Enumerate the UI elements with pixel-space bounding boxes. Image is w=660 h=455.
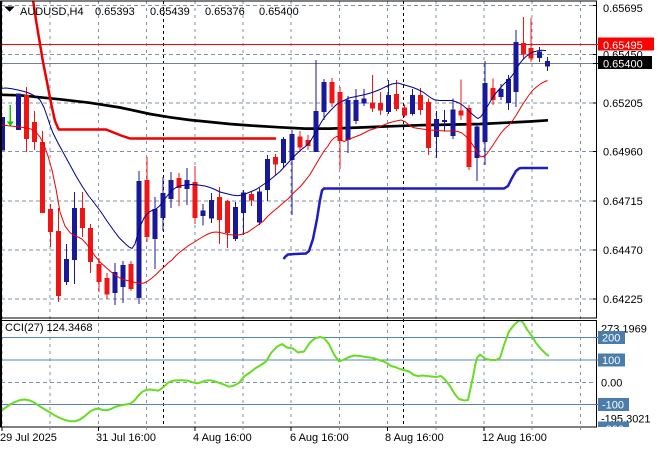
svg-text:0.65400: 0.65400 <box>603 59 643 71</box>
svg-text:0.64715: 0.64715 <box>603 196 643 208</box>
svg-text:0.65695: 0.65695 <box>603 3 643 15</box>
svg-text:8 Aug 16:00: 8 Aug 16:00 <box>385 432 444 444</box>
svg-text:AUDUSD,H4: AUDUSD,H4 <box>20 6 84 18</box>
svg-text:12 Aug 16:00: 12 Aug 16:00 <box>482 432 547 444</box>
svg-text:-200: -200 <box>602 424 624 436</box>
svg-text:0.64225: 0.64225 <box>603 294 643 306</box>
svg-text:6 Aug 16:00: 6 Aug 16:00 <box>290 432 349 444</box>
svg-text:31 Jul 16:00: 31 Jul 16:00 <box>96 432 156 444</box>
svg-text:0.65495: 0.65495 <box>603 40 643 52</box>
svg-text:0.64470: 0.64470 <box>603 245 643 257</box>
svg-text:200: 200 <box>602 333 620 345</box>
svg-text:CCI(27) 124.3468: CCI(27) 124.3468 <box>5 322 92 334</box>
svg-text:0.65400: 0.65400 <box>259 6 299 18</box>
svg-text:0.65439: 0.65439 <box>150 6 190 18</box>
svg-text:0.65393: 0.65393 <box>95 6 135 18</box>
svg-text:-100: -100 <box>602 399 624 411</box>
svg-text:0.64960: 0.64960 <box>603 147 643 159</box>
svg-text:29 Jul 2025: 29 Jul 2025 <box>0 432 57 444</box>
svg-text:0.65376: 0.65376 <box>205 6 245 18</box>
svg-text:100: 100 <box>602 355 620 367</box>
svg-text:0.00: 0.00 <box>601 377 622 389</box>
svg-text:0.65205: 0.65205 <box>603 98 643 110</box>
svg-text:4 Aug 16:00: 4 Aug 16:00 <box>193 432 252 444</box>
